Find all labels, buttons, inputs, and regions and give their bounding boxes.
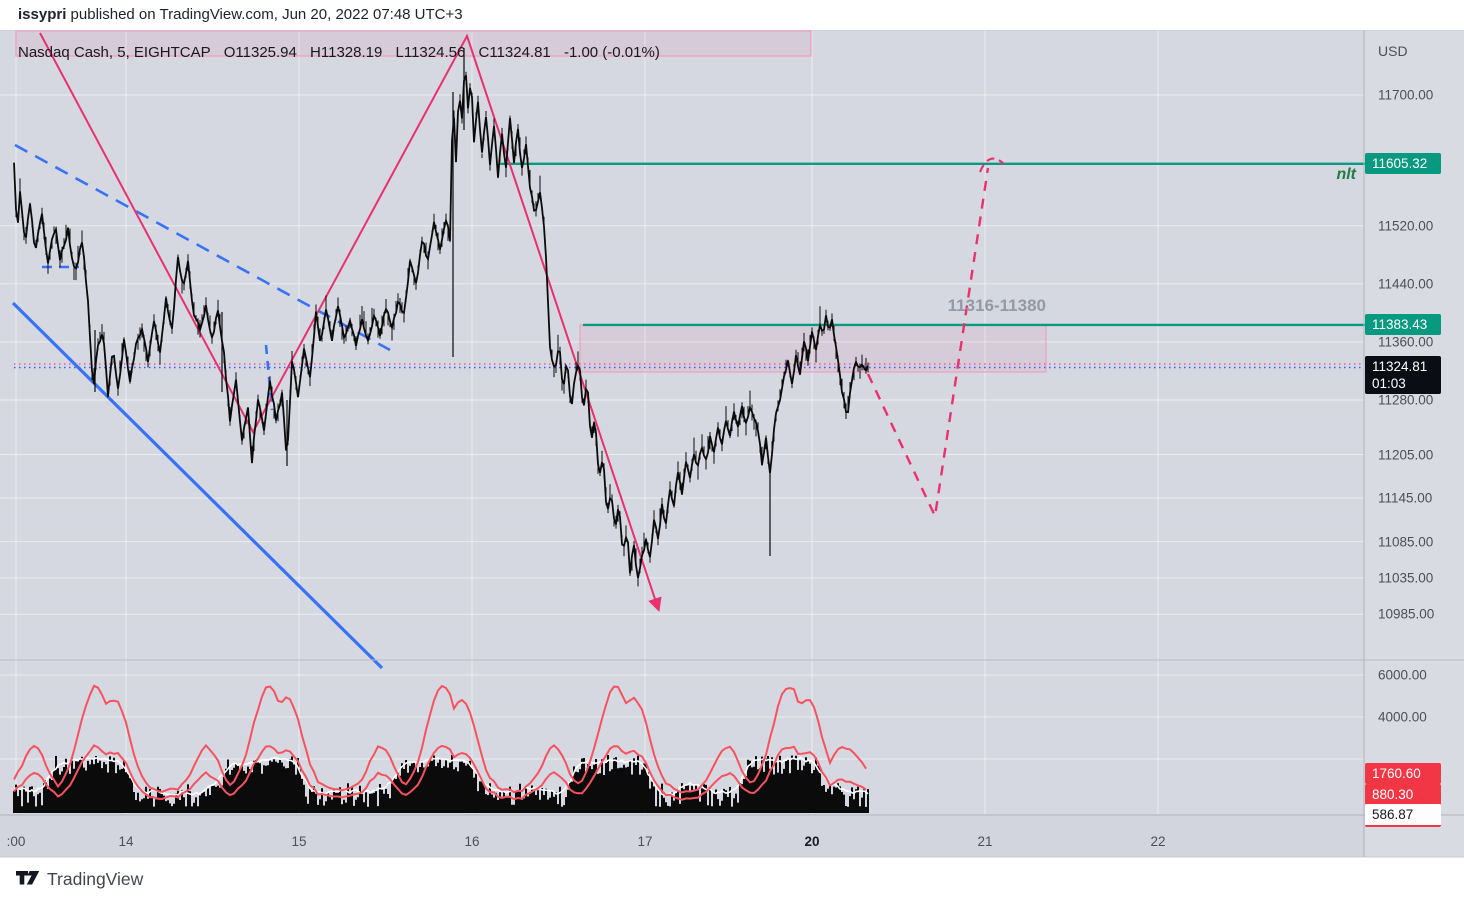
legend-open: O11325.94 [223,44,297,61]
current-price-badge: 11324.81 01:03 [1365,356,1441,395]
volume-current-badge: 586.87 [1365,804,1441,827]
price-tick-label: 11085.00 [1378,534,1434,550]
volume-series [13,684,869,813]
price-tick-label: 11520.00 [1378,218,1434,234]
time-tick-label: :00 [6,834,26,849]
bar-countdown: 01:03 [1372,376,1406,392]
legend-close: C11324.81 [478,44,551,61]
borders-layer [0,29,1464,858]
time-tick-label: 17 [637,834,653,849]
price-series [13,48,869,587]
publisher-bar: issypri published on TradingView.com, Ju… [0,0,1464,30]
price-level-badge-11605: 11605.32 [1365,152,1441,174]
time-tick-label: 20 [804,834,820,849]
volume-ma-upper-badge: 1760.60 [1365,763,1441,784]
volume-ma-lower-badge: 880.30 [1365,784,1441,805]
background-layer [0,30,1464,857]
volume-tick-label: 4000.00 [1378,709,1427,725]
volume-tick-label: 6000.00 [1378,667,1427,683]
current-price-value: 11324.81 [1372,359,1428,375]
time-tick-label: 21 [977,834,993,849]
price-tick-label: 11440.00 [1378,276,1434,292]
price-tick-label: 10985.00 [1378,606,1435,622]
tradingview-footer[interactable]: TradingView [16,869,143,890]
nlt-annotation: nlt [1336,166,1356,183]
time-tick-label: 14 [118,834,134,849]
supply-zone-label: 11316-11380 [947,296,1046,315]
price-tick-label: 11360.00 [1378,334,1434,350]
tradingview-logo-icon [16,870,40,884]
publisher-text: published on TradingView.com, Jun 20, 20… [66,6,463,23]
legend-symbol[interactable]: Nasdaq Cash, 5, EIGHTCAP [18,44,211,61]
time-tick-label: 22 [1150,834,1166,849]
price-tick-label: 11145.00 [1378,490,1433,506]
grid-layer [0,30,1364,815]
price-tick-label: 11205.00 [1378,447,1434,462]
time-tick-label: 16 [464,834,480,849]
chart-legend[interactable]: Nasdaq Cash, 5, EIGHTCAP O11325.94 H1132… [18,44,669,61]
currency-label: USD [1378,43,1408,59]
price-level-badge-11383: 11383.43 [1365,313,1441,335]
legend-change: -1.00 (-0.01%) [563,44,660,61]
publisher-author: issypri [18,6,67,23]
tradingview-brand-text: TradingView [47,869,144,889]
price-tick-label: 11035.00 [1378,570,1434,586]
price-tick-label: 11700.00 [1378,87,1434,103]
price-tick-label: 11280.00 [1378,392,1434,408]
legend-low: L11324.56 [395,44,466,61]
time-tick-label: 15 [291,834,307,849]
legend-high: H11328.19 [310,44,383,61]
